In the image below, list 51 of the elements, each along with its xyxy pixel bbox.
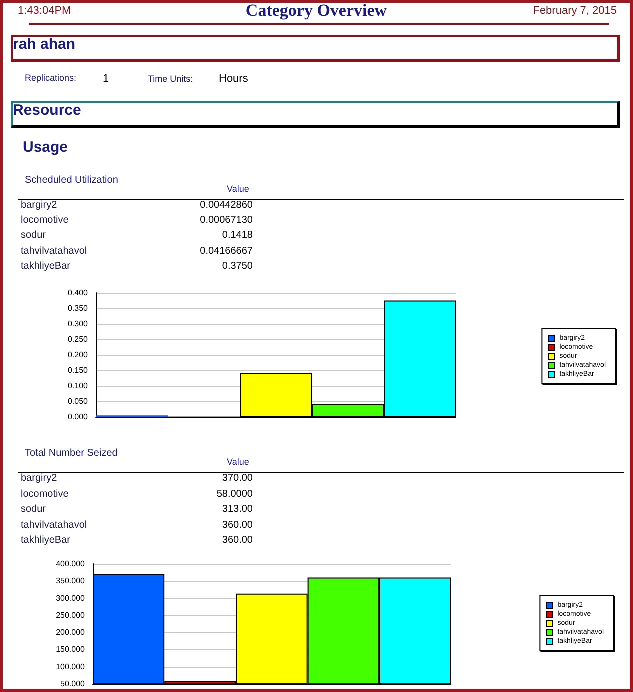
text: sodur (21, 504, 46, 515)
text: February 7, 2015 (533, 5, 617, 17)
y-tick-label: 150.000 (56, 645, 86, 654)
text: Value (227, 184, 250, 194)
y-tick-label: 0.250 (68, 335, 89, 344)
y-tick-label: 200.000 (56, 628, 86, 638)
text: sodur (21, 230, 46, 242)
chart-subtitle: Scheduled Utilization (25, 175, 118, 186)
text: tahvilvatahavol (21, 520, 88, 530)
text: Resource (13, 102, 82, 119)
text: locomotive (21, 488, 69, 500)
y-tick-label: 0.350 (68, 304, 89, 313)
y-tick-label: 0.400 (68, 288, 89, 298)
text: 1:43:04PM (18, 5, 72, 17)
text: 360.00 (222, 520, 253, 530)
text: tahvilvatahavol (21, 246, 88, 257)
text: 0.04166667 (200, 246, 253, 257)
text: 0.00442860 (200, 200, 253, 211)
text: rah ahan (13, 36, 76, 53)
text: Replications: (25, 73, 77, 83)
text: bargiry2 (21, 200, 58, 211)
text: 0.3750 (222, 260, 253, 272)
text: Hours (219, 73, 248, 85)
y-tick-label: 0.000 (68, 412, 89, 422)
y-tick-label: 250.000 (56, 610, 86, 620)
text: 0.00067130 (200, 215, 253, 226)
text: takhliyeBar (21, 535, 70, 546)
y-tick-label: 300.000 (56, 594, 86, 603)
text: Usage (23, 139, 68, 156)
y-tick-label: 0.150 (68, 366, 89, 375)
text: 0.1418 (222, 230, 253, 242)
text: takhliyeBar (21, 260, 70, 272)
text: Time Units: (148, 74, 194, 84)
text: 313.00 (222, 504, 253, 515)
text: bargiry2 (21, 473, 58, 484)
y-tick-label: 350.000 (56, 576, 86, 586)
y-tick-label: 0.200 (68, 350, 89, 360)
y-tick-label: 0.100 (68, 382, 89, 390)
text: 58.0000 (216, 488, 253, 500)
y-tick-label: 100.000 (56, 662, 86, 672)
chart-title: Category Overview (246, 1, 388, 20)
text: 1 (103, 73, 110, 85)
text: locomotive (21, 215, 69, 226)
y-tick-label: 0.300 (68, 320, 89, 328)
text: 360.00 (222, 535, 253, 546)
text: 370.00 (222, 473, 253, 484)
y-tick-label: 400.000 (56, 560, 86, 568)
chart-title: Total Number Seized (25, 448, 118, 459)
y-tick-label: 0.050 (68, 397, 89, 406)
text: Value (227, 457, 250, 467)
y-tick-label: 50.000 (60, 680, 86, 688)
